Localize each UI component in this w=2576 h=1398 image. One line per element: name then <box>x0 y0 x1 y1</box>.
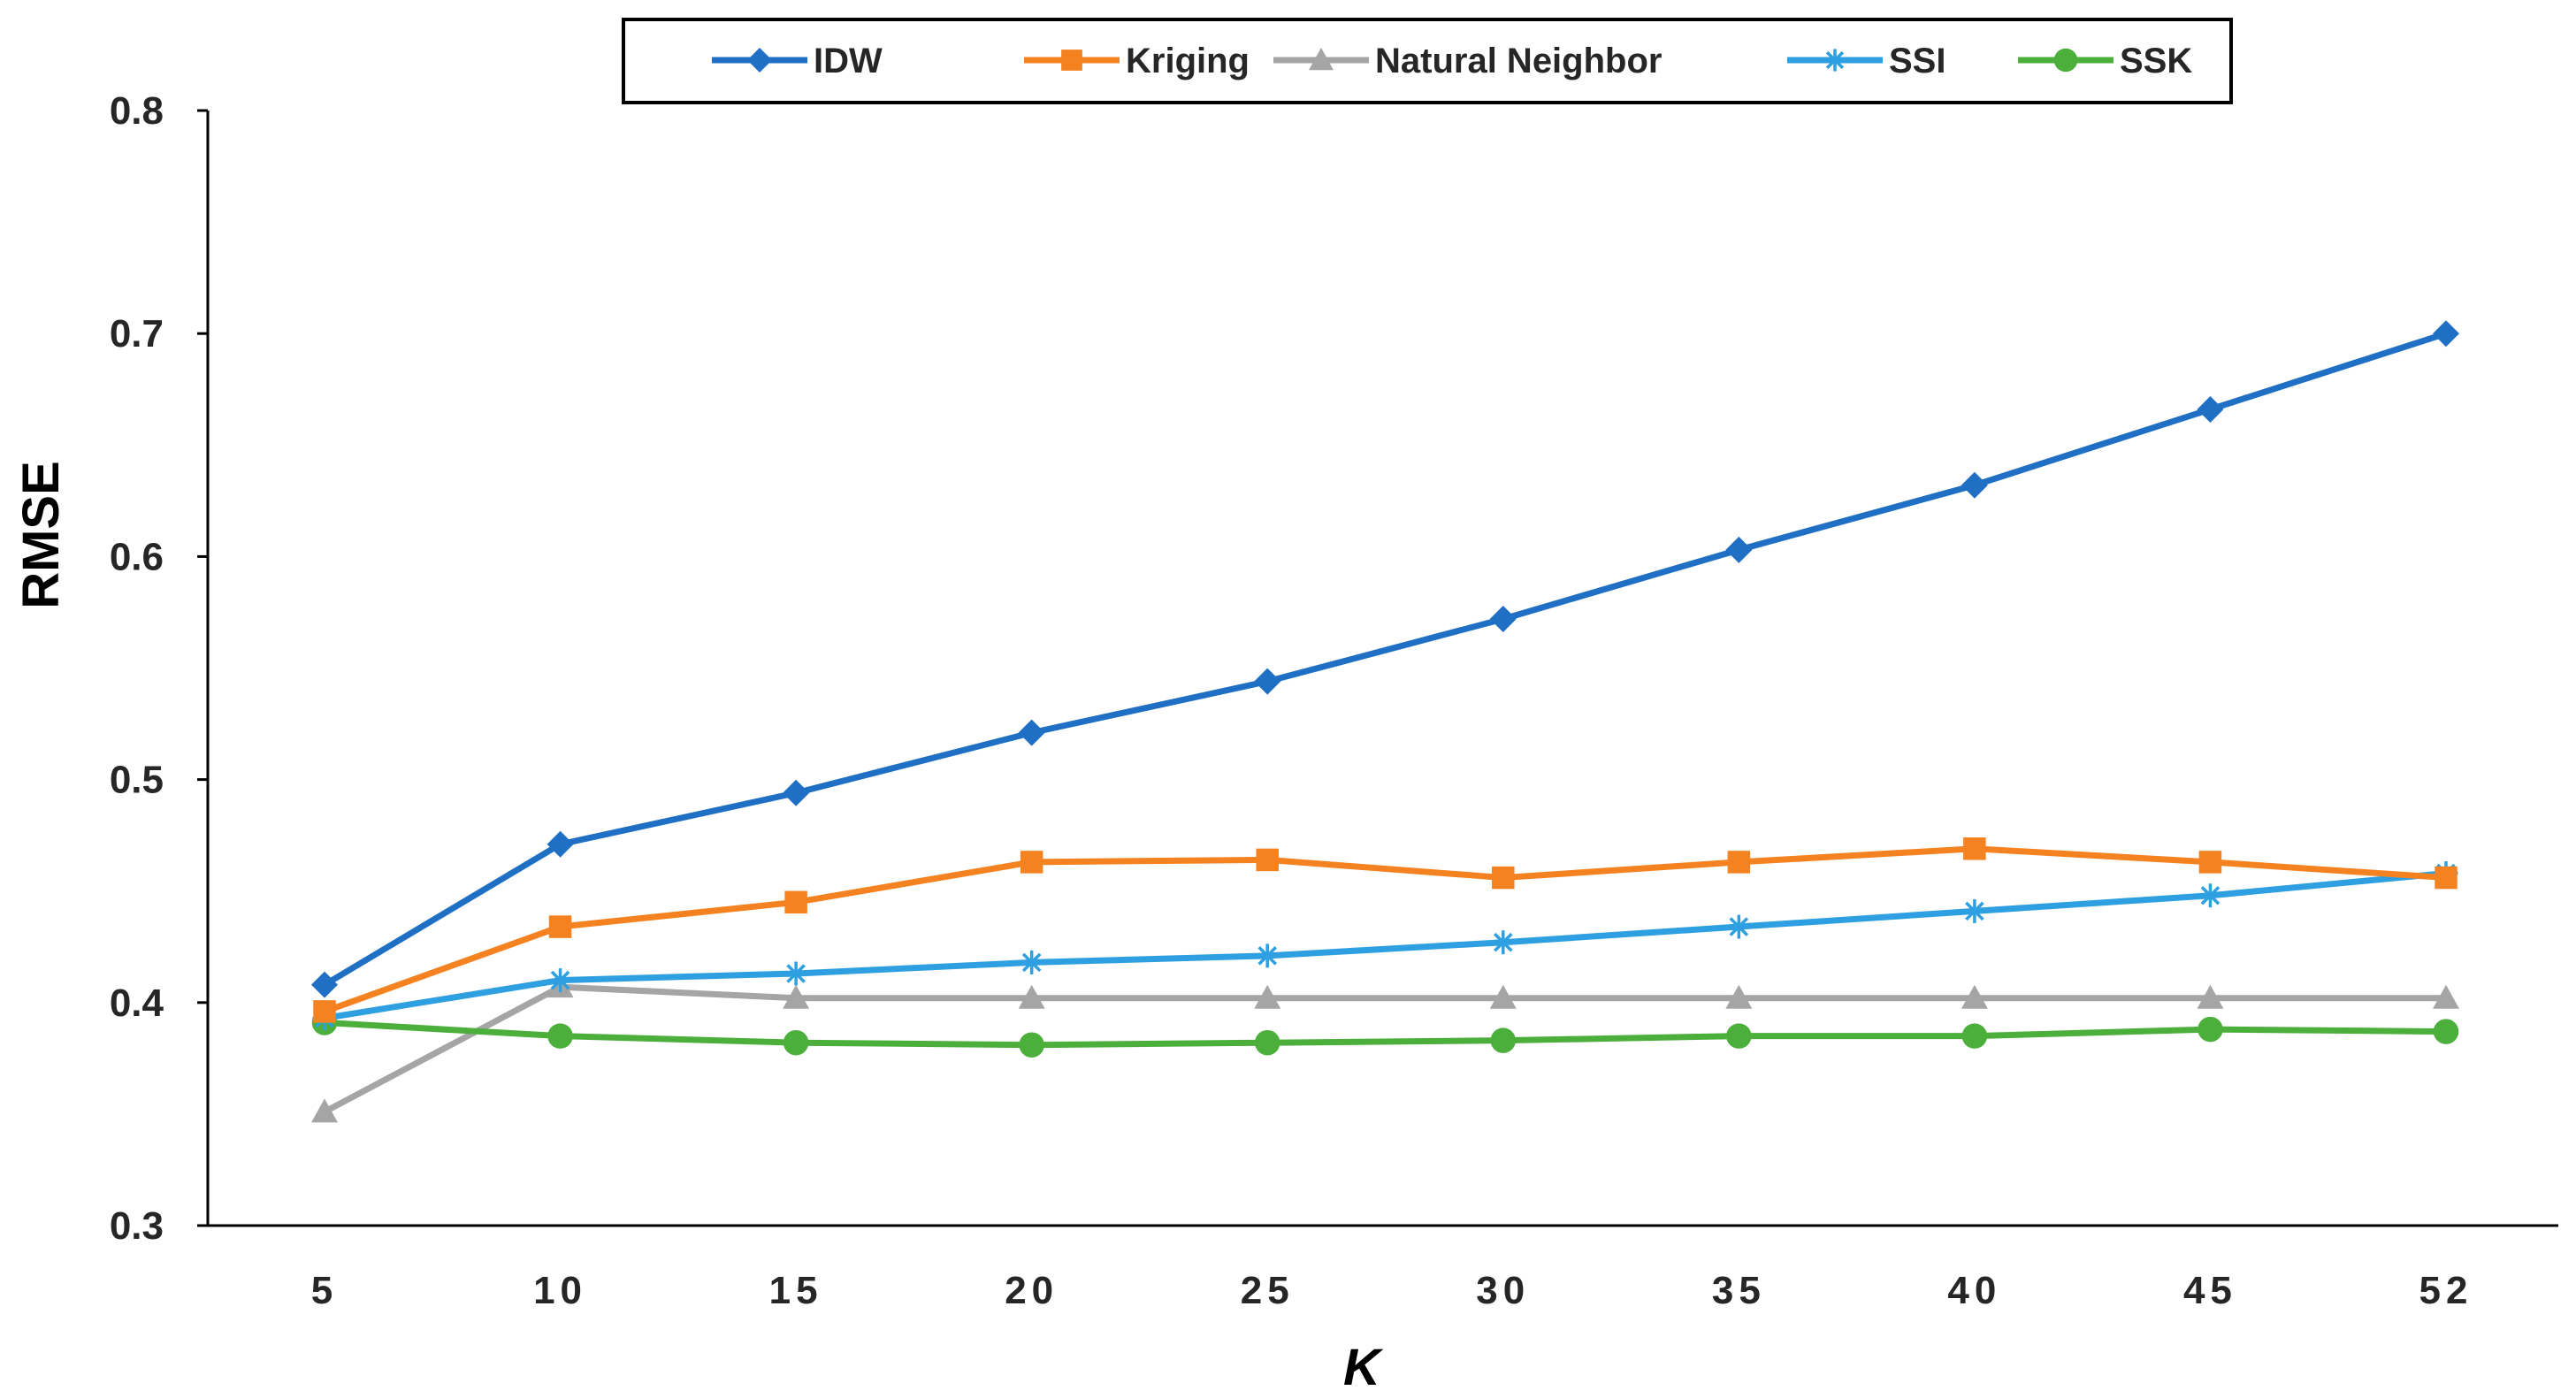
y-tick-label: 0.7 <box>110 312 164 355</box>
x-tick-label: 30 <box>1476 1269 1530 1312</box>
y-axis-title: RMSE <box>12 461 70 609</box>
legend: IDW Kriging Natural Neighbor SSI SSK <box>622 18 2233 104</box>
data-point-kriging <box>1727 851 1751 874</box>
data-point-kriging <box>2198 851 2222 874</box>
data-point-ssi <box>1726 914 1751 939</box>
x-tick-label: 15 <box>769 1269 823 1312</box>
data-point-idw <box>311 971 338 998</box>
y-tick-label: 0.6 <box>110 535 164 578</box>
data-point-idw <box>547 830 574 858</box>
series-idw <box>311 320 2459 998</box>
y-tick-label: 0.8 <box>110 89 164 133</box>
x-tick-label: 40 <box>1947 1269 2001 1312</box>
legend-item-natural-neighbor: Natural Neighbor <box>1273 42 1662 80</box>
data-point-idw <box>2197 395 2224 423</box>
y-tick-label: 0.4 <box>110 982 164 1025</box>
legend-marker-natural-neighbor <box>1309 48 1334 71</box>
x-axis: 5 10 15 20 25 30 35 40 45 52 <box>208 1224 2558 1312</box>
data-point-ssk <box>1490 1027 1517 1053</box>
series-natural-neighbor <box>311 974 2459 1123</box>
data-point-natural-neighbor <box>1961 984 1988 1009</box>
data-point-kriging <box>548 915 572 938</box>
data-point-ssk <box>1726 1023 1752 1049</box>
data-point-idw <box>1254 668 1281 695</box>
data-point-ssi <box>2198 883 2222 908</box>
data-point-kriging <box>1963 837 1986 860</box>
data-point-ssk <box>1961 1023 1988 1049</box>
legend-marker-kriging <box>1061 50 1082 71</box>
plot-area <box>311 320 2459 1123</box>
data-point-ssk <box>783 1029 809 1056</box>
data-point-kriging <box>1020 851 1043 874</box>
legend-label: SSI <box>1889 42 1945 80</box>
data-point-kriging <box>313 1000 336 1023</box>
data-point-ssi <box>1962 898 1987 923</box>
data-point-idw <box>1489 606 1517 633</box>
series-line-ssk <box>324 1020 2447 1049</box>
legend-marker-ssi <box>1823 49 1846 72</box>
series-kriging <box>313 837 2458 1023</box>
x-tick-label: 25 <box>1241 1269 1295 1312</box>
series-line-idw <box>323 330 2448 988</box>
y-tick-label: 0.5 <box>110 759 164 802</box>
data-point-ssk <box>2433 1019 2459 1044</box>
data-point-ssk <box>2198 1016 2223 1043</box>
data-point-ssk <box>547 1023 573 1049</box>
x-tick-label: 10 <box>533 1269 587 1312</box>
data-point-natural-neighbor <box>2197 984 2224 1009</box>
data-point-ssi <box>784 961 808 986</box>
data-point-natural-neighbor <box>1725 984 1753 1009</box>
data-point-kriging <box>1256 848 1279 872</box>
x-tick-label: 35 <box>1712 1269 1766 1312</box>
data-point-ssi <box>548 968 573 993</box>
x-tick-label: 5 <box>311 1269 338 1312</box>
data-point-natural-neighbor <box>311 1098 338 1123</box>
legend-marker-idw <box>747 48 772 73</box>
legend-label: IDW <box>814 42 883 80</box>
data-point-natural-neighbor <box>1254 984 1281 1009</box>
series-line-kriging <box>323 845 2447 1015</box>
data-point-idw <box>2433 320 2459 348</box>
data-point-ssk <box>1019 1032 1044 1058</box>
x-axis-title: K <box>1343 1339 1384 1396</box>
legend-item-ssi: SSI <box>1787 42 1945 80</box>
data-point-idw <box>1018 719 1045 746</box>
data-point-ssk <box>1254 1029 1280 1056</box>
x-tick-label: 45 <box>2183 1269 2237 1312</box>
data-point-natural-neighbor <box>1489 984 1517 1009</box>
legend-label: SSK <box>2120 42 2192 80</box>
data-point-natural-neighbor <box>1018 984 1045 1009</box>
data-point-idw <box>1961 471 1988 499</box>
legend-marker-ssk <box>2053 48 2078 73</box>
legend-label: Natural Neighbor <box>1375 42 1662 80</box>
data-point-kriging <box>784 890 807 914</box>
series-line-natural-neighbor <box>323 983 2446 1115</box>
data-point-kriging <box>2435 866 2458 890</box>
data-point-natural-neighbor <box>783 984 810 1009</box>
x-tick-label: 20 <box>1005 1269 1059 1312</box>
legend-label: Kriging <box>1126 42 1250 80</box>
legend-item-idw: IDW <box>712 42 883 80</box>
y-tick-label: 0.3 <box>110 1204 164 1248</box>
y-axis: 0.3 0.4 0.5 0.6 0.7 0.8 <box>110 89 210 1248</box>
data-point-idw <box>783 779 810 806</box>
data-point-kriging <box>1492 866 1515 890</box>
legend-item-kriging: Kriging <box>1024 42 1250 80</box>
data-point-ssi <box>1491 930 1516 955</box>
data-point-ssi <box>1020 950 1044 974</box>
data-point-ssi <box>1255 943 1280 968</box>
series-line-ssi <box>324 870 2447 1021</box>
data-point-natural-neighbor <box>2433 984 2459 1009</box>
data-point-idw <box>1725 536 1753 563</box>
x-tick-label: 52 <box>2419 1269 2473 1312</box>
legend-item-ssk: SSK <box>2018 42 2192 80</box>
